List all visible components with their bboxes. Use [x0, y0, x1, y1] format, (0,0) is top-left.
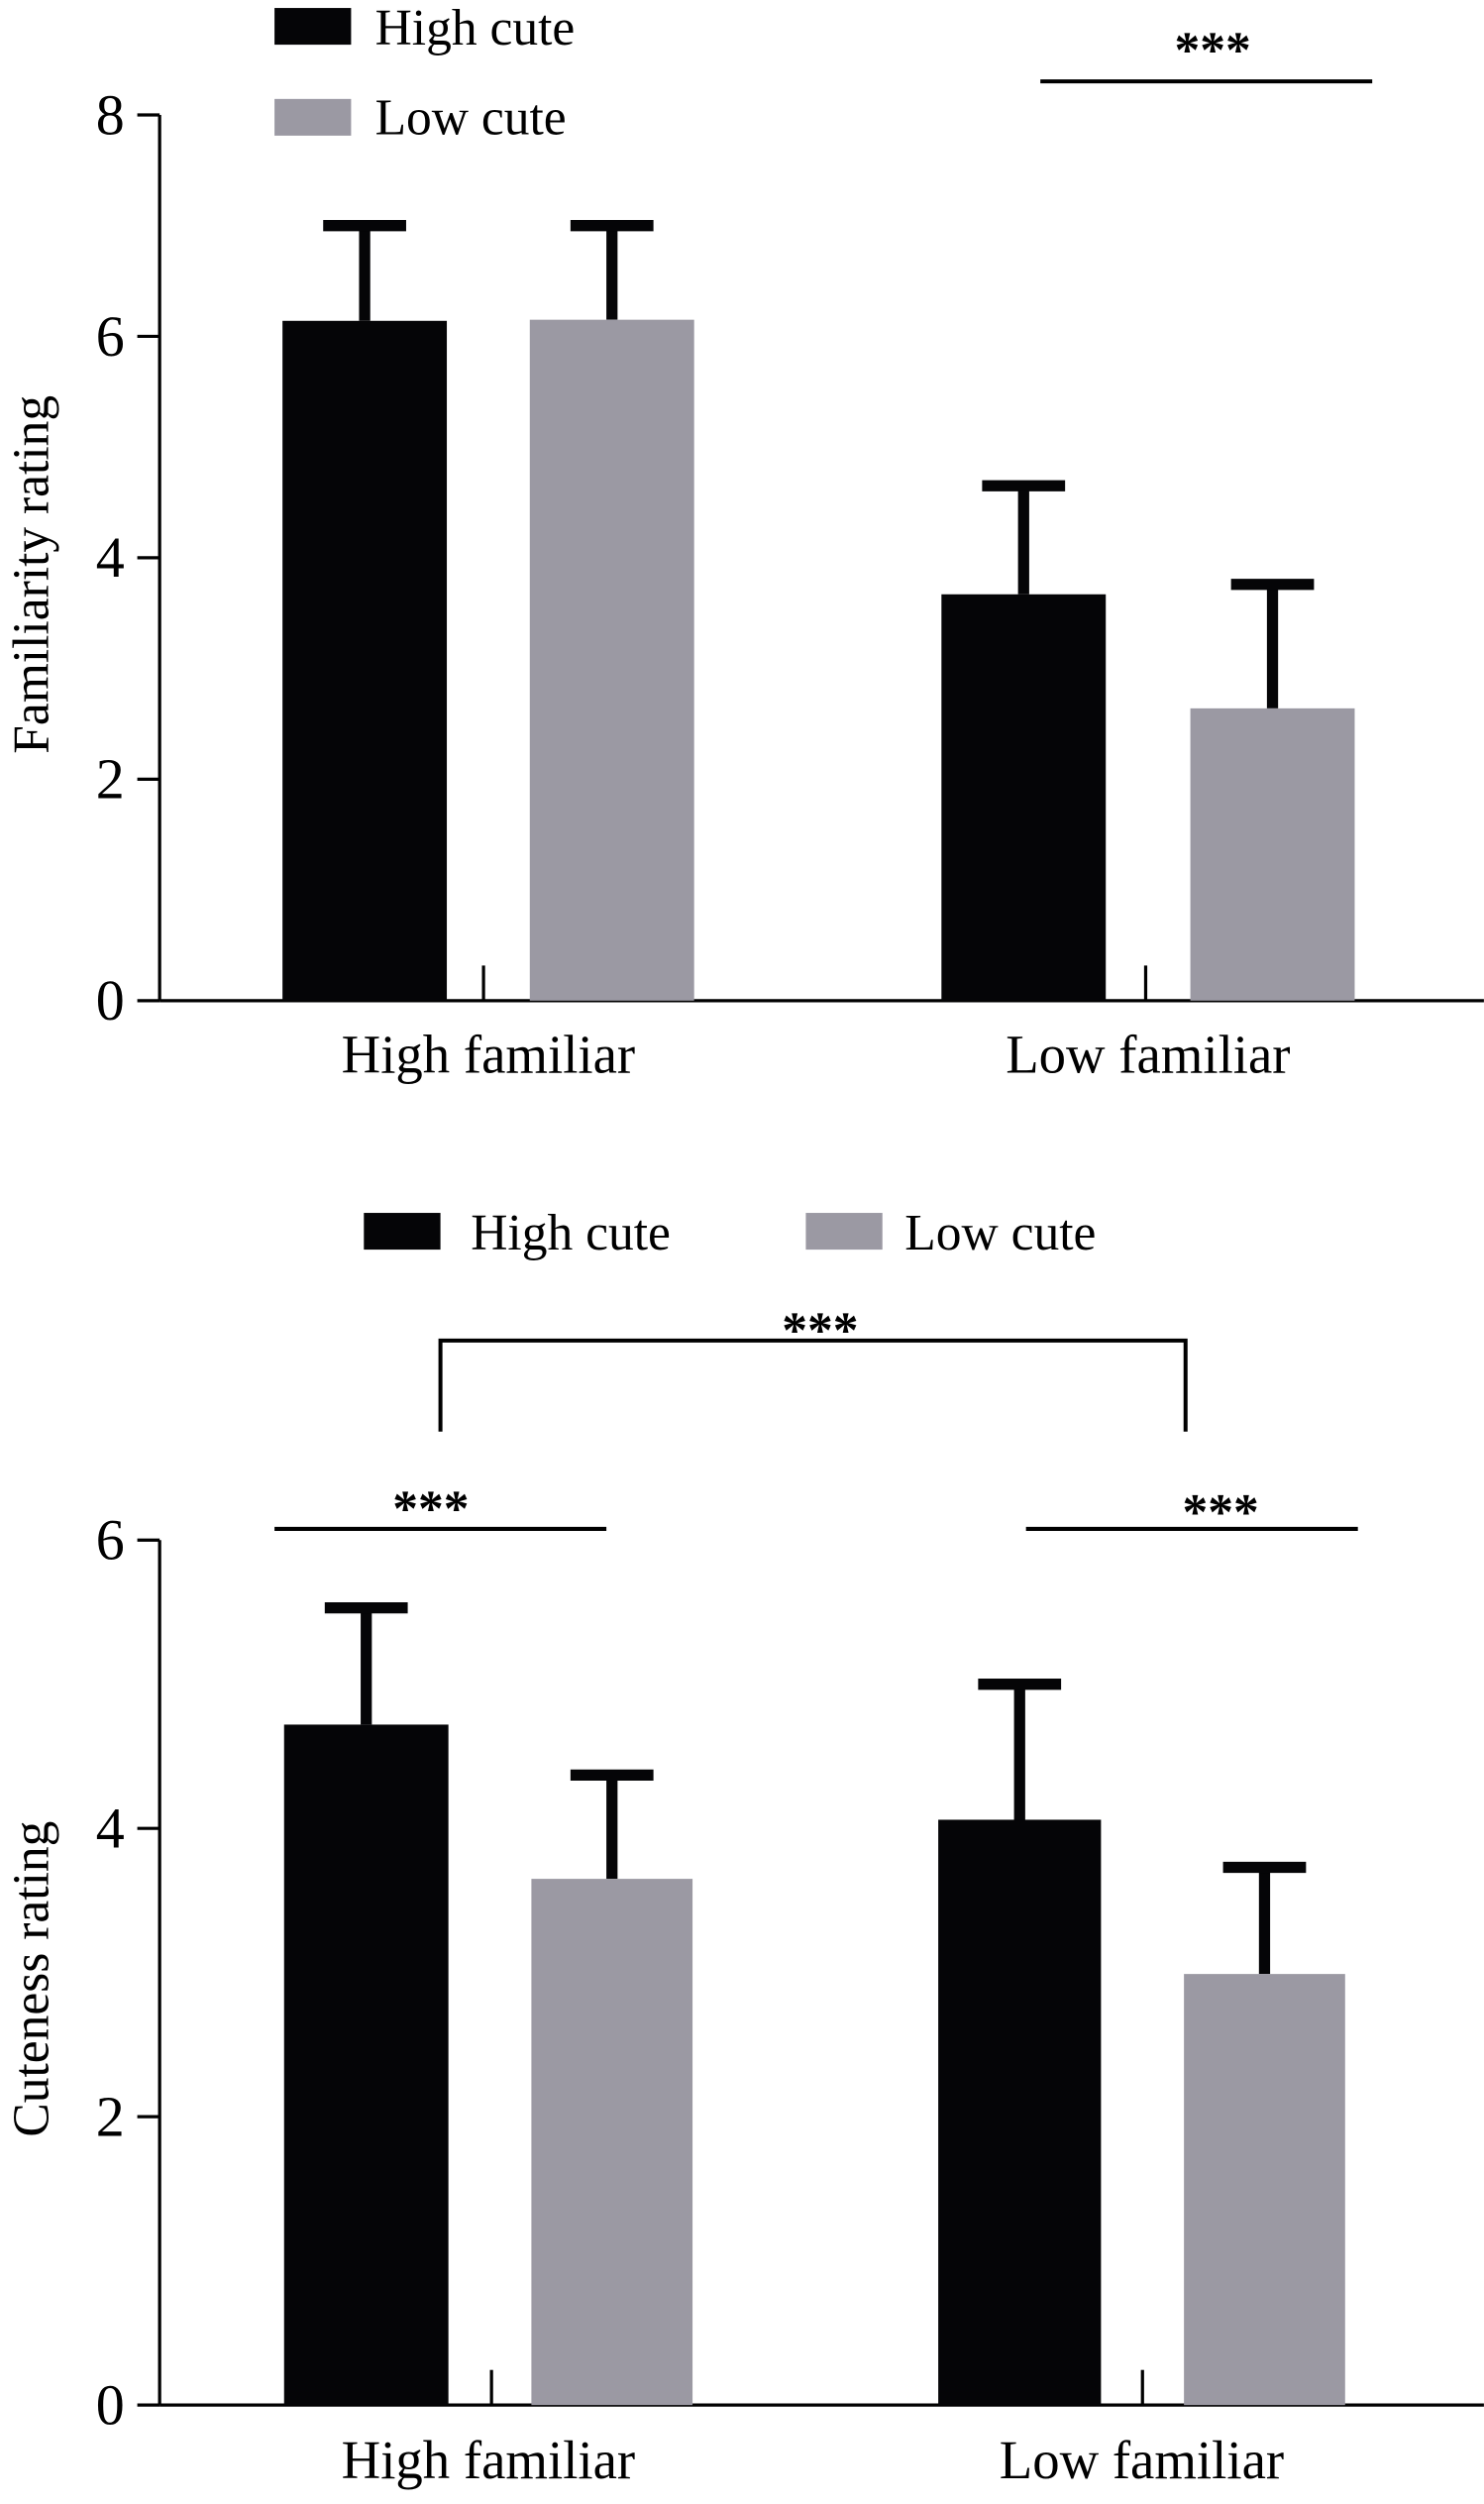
x-tick-label: Low familiar — [1006, 1024, 1290, 1084]
y-axis-label: Familiarity rating — [3, 395, 59, 754]
x-tick-label: High familiar — [342, 2430, 635, 2490]
legend-label: High cute — [375, 0, 576, 56]
y-tick-label: 6 — [96, 1508, 125, 1573]
legend-swatch — [274, 98, 352, 136]
bar-high-cute — [282, 320, 448, 1001]
y-tick-label: 2 — [96, 747, 125, 812]
legend-label: High cute — [471, 1205, 671, 1261]
bar-high-cute — [938, 1819, 1102, 2406]
y-tick-label: 8 — [96, 82, 125, 147]
bar-high-cute — [941, 594, 1107, 1001]
y-tick-label: 0 — [96, 2372, 125, 2437]
bar-high-cute — [283, 1724, 449, 2406]
y-tick-label: 4 — [96, 525, 125, 590]
y-axis-label: Cuteness rating — [3, 1821, 59, 2137]
legend-label: Low cute — [375, 89, 567, 146]
significance-bracket — [438, 1338, 1188, 1432]
significance-stars: *** — [782, 1302, 858, 1359]
significance-stars: *** — [1174, 23, 1250, 79]
significance-stars: *** — [1183, 1484, 1259, 1541]
y-tick-label: 6 — [96, 304, 125, 369]
legend-swatch — [274, 8, 352, 46]
legend-swatch — [805, 1213, 883, 1251]
bar-low-cute — [531, 1879, 693, 2406]
bar-low-cute — [529, 319, 694, 1001]
legend-label: Low cute — [904, 1205, 1096, 1261]
y-tick-label: 2 — [96, 2084, 125, 2148]
bar-low-cute — [1184, 1974, 1345, 2406]
x-tick-label: Low familiar — [1000, 2430, 1284, 2490]
y-tick-label: 0 — [96, 968, 125, 1033]
bar-low-cute — [1190, 708, 1355, 1001]
x-tick-label: High familiar — [342, 1024, 635, 1084]
significance-stars: *** — [392, 1481, 469, 1538]
y-tick-label: 4 — [96, 1796, 125, 1861]
legend-swatch — [364, 1213, 441, 1251]
